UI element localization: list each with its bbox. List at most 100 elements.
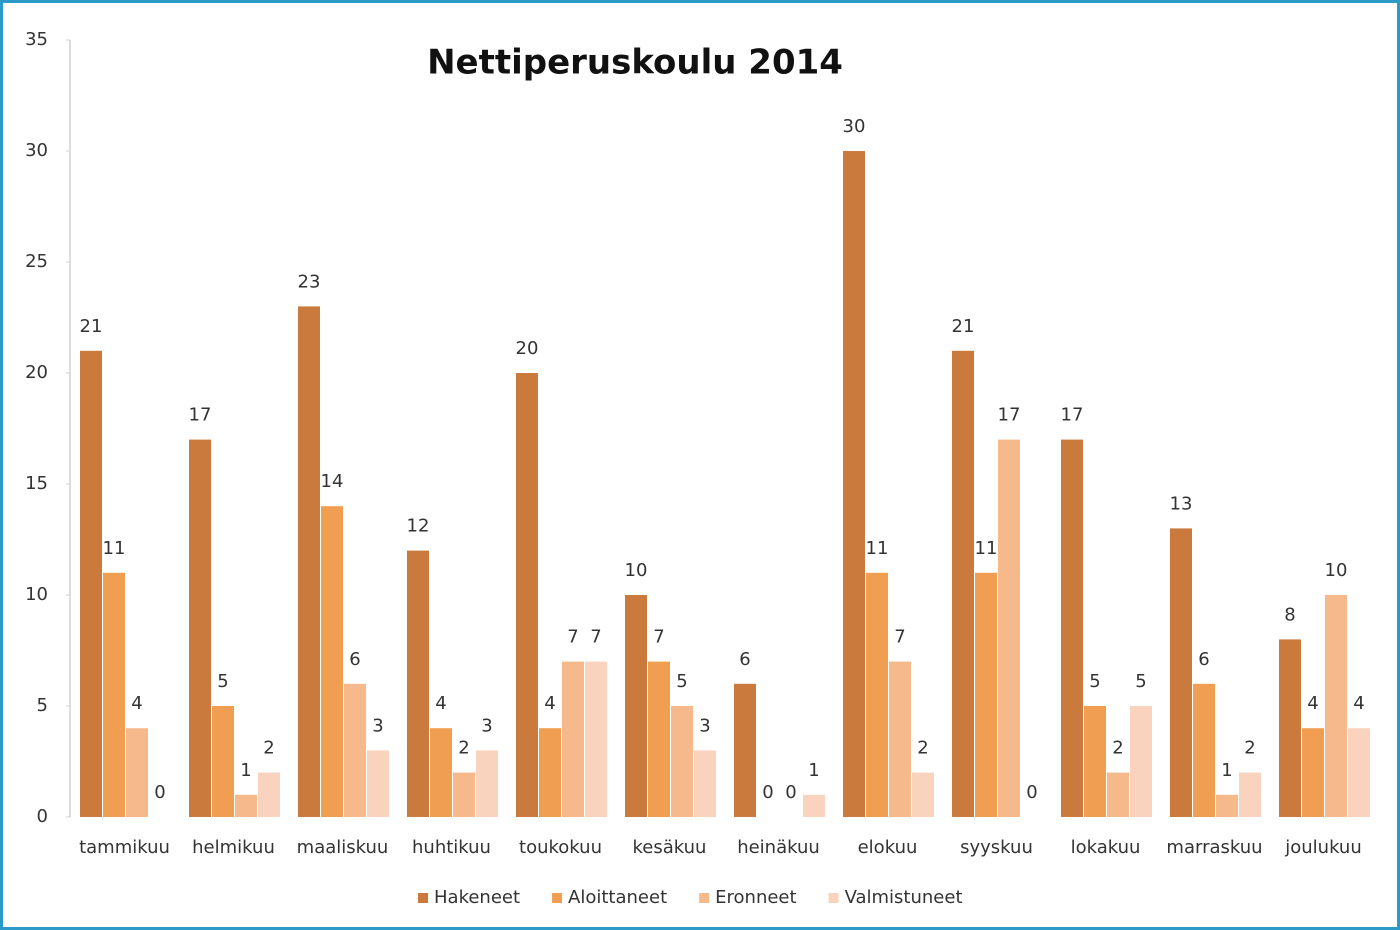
bar <box>1216 794 1238 817</box>
bar <box>126 728 148 817</box>
x-tick-label: maaliskuu <box>297 837 389 858</box>
bar <box>1325 595 1347 817</box>
data-label: 11 <box>103 538 126 559</box>
legend-label: Eronneet <box>715 887 796 908</box>
y-tick-label: 20 <box>25 362 48 383</box>
bar <box>998 439 1020 817</box>
bar <box>1170 528 1192 817</box>
bar <box>407 550 429 817</box>
x-tick-label: lokakuu <box>1071 837 1141 858</box>
x-tick-label: huhtikuu <box>412 837 491 858</box>
data-label: 5 <box>217 671 228 692</box>
bar <box>585 661 607 817</box>
data-label: 10 <box>1325 560 1348 581</box>
bar <box>235 794 257 817</box>
bar <box>562 661 584 817</box>
y-tick-label: 15 <box>25 473 48 494</box>
bar <box>516 373 538 817</box>
bar <box>671 706 693 817</box>
data-label: 10 <box>625 560 648 581</box>
data-label: 6 <box>1198 649 1209 670</box>
bar <box>843 151 865 817</box>
data-label: 17 <box>1061 405 1084 426</box>
bar <box>648 661 670 817</box>
data-label: 2 <box>458 738 469 759</box>
data-label: 2 <box>917 738 928 759</box>
data-label: 20 <box>516 338 539 359</box>
data-label: 3 <box>699 715 710 736</box>
data-label: 17 <box>998 405 1021 426</box>
data-label: 5 <box>676 671 687 692</box>
data-label: 7 <box>653 627 664 648</box>
bar <box>912 772 934 817</box>
bar <box>1193 683 1215 817</box>
legend-swatch <box>828 893 839 903</box>
legend-label: Hakeneet <box>434 887 520 908</box>
bar <box>298 306 320 817</box>
x-tick-label: marraskuu <box>1166 837 1262 858</box>
data-label: 3 <box>481 715 492 736</box>
y-tick-label: 0 <box>37 806 48 827</box>
x-tick-label: syyskuu <box>960 837 1033 858</box>
y-tick-label: 5 <box>37 695 48 716</box>
bar <box>1239 772 1261 817</box>
bar <box>975 572 997 817</box>
bar <box>189 439 211 817</box>
data-label: 0 <box>785 782 796 803</box>
bar <box>1279 639 1301 817</box>
bar <box>258 772 280 817</box>
data-label: 7 <box>590 627 601 648</box>
data-label: 4 <box>544 693 555 714</box>
bar <box>103 572 125 817</box>
bar <box>344 683 366 817</box>
bar <box>367 750 389 817</box>
data-label: 0 <box>1026 782 1037 803</box>
bar <box>1130 706 1152 817</box>
data-label: 6 <box>349 649 360 670</box>
legend-swatch <box>418 893 428 903</box>
data-label: 6 <box>739 649 750 670</box>
x-tick-label: kesäkuu <box>633 837 707 858</box>
bar <box>1302 728 1324 817</box>
data-label: 2 <box>263 738 274 759</box>
x-tick-label: toukokuu <box>519 837 602 858</box>
bar <box>1348 728 1370 817</box>
data-label: 7 <box>567 627 578 648</box>
x-tick-label: elokuu <box>858 837 918 858</box>
bar <box>430 728 452 817</box>
data-label: 5 <box>1089 671 1100 692</box>
data-label: 21 <box>80 316 103 337</box>
bar <box>866 572 888 817</box>
data-label: 7 <box>894 627 905 648</box>
data-label: 4 <box>1307 693 1318 714</box>
data-label: 23 <box>298 271 321 292</box>
data-label: 11 <box>975 538 998 559</box>
data-label: 17 <box>189 405 212 426</box>
y-tick-label: 30 <box>25 140 48 161</box>
data-label: 4 <box>131 693 142 714</box>
bar <box>321 506 343 817</box>
data-label: 12 <box>407 516 430 537</box>
bar <box>694 750 716 817</box>
y-tick-label: 10 <box>25 584 48 605</box>
legend-label: Aloittaneet <box>568 887 667 908</box>
data-label: 1 <box>240 760 251 781</box>
data-label: 5 <box>1135 671 1146 692</box>
data-label: 2 <box>1112 738 1123 759</box>
bar <box>1061 439 1083 817</box>
bar <box>1084 706 1106 817</box>
bar <box>1107 772 1129 817</box>
bar <box>476 750 498 817</box>
y-tick-label: 35 <box>25 29 48 50</box>
data-label: 21 <box>952 316 975 337</box>
x-tick-label: joulukuu <box>1284 837 1362 858</box>
data-label: 0 <box>154 782 165 803</box>
x-tick-label: helmikuu <box>192 837 275 858</box>
data-label: 11 <box>866 538 889 559</box>
bar <box>889 661 911 817</box>
bar <box>453 772 475 817</box>
y-tick-label: 25 <box>25 251 48 272</box>
bar <box>80 350 102 817</box>
data-label: 0 <box>762 782 773 803</box>
